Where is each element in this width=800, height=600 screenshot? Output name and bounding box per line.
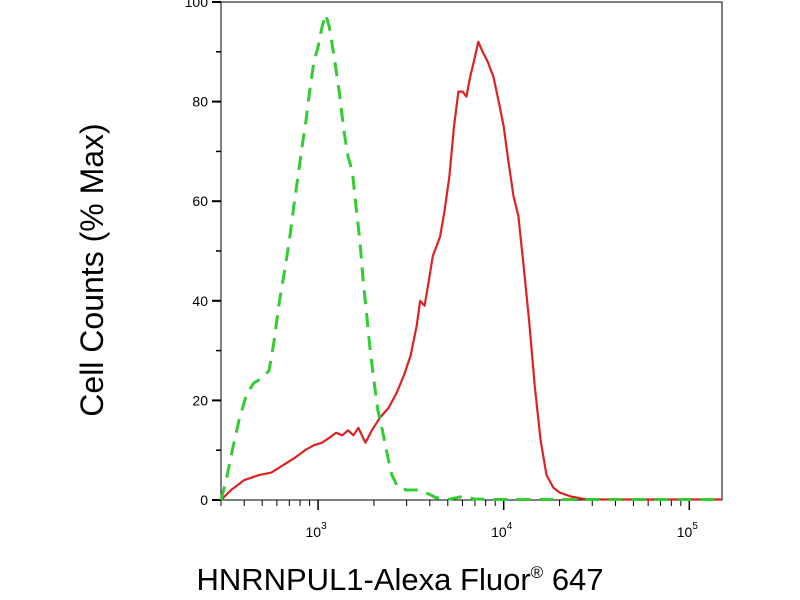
x-axis-label-reg: ® bbox=[531, 563, 544, 582]
y-tick-label: 60 bbox=[192, 193, 208, 209]
y-axis-label: Cell Counts (% Max) bbox=[74, 123, 110, 416]
x-axis-label: HNRNPUL1-Alexa Fluor® 647 bbox=[196, 562, 603, 597]
x-axis-label-main: HNRNPUL1-Alexa Fluor bbox=[196, 562, 530, 597]
y-tick-label: 20 bbox=[192, 392, 208, 408]
x-tick-label: 105 bbox=[677, 521, 699, 540]
series-line-green-dashed bbox=[219, 12, 722, 501]
y-tick-label: 100 bbox=[185, 0, 209, 10]
y-tick-label: 40 bbox=[192, 293, 208, 309]
x-tick-label: 104 bbox=[491, 521, 513, 540]
series-line-red bbox=[220, 40, 722, 501]
plot-frame bbox=[220, 1, 723, 501]
x-axis-label-tail: 647 bbox=[543, 562, 603, 597]
y-tick-label: 0 bbox=[200, 492, 208, 508]
x-tick-label: 103 bbox=[305, 521, 327, 540]
y-tick-label: 80 bbox=[192, 94, 208, 110]
plot-area: 0 20 40 60 80 100 103 104 105 bbox=[185, 0, 723, 540]
